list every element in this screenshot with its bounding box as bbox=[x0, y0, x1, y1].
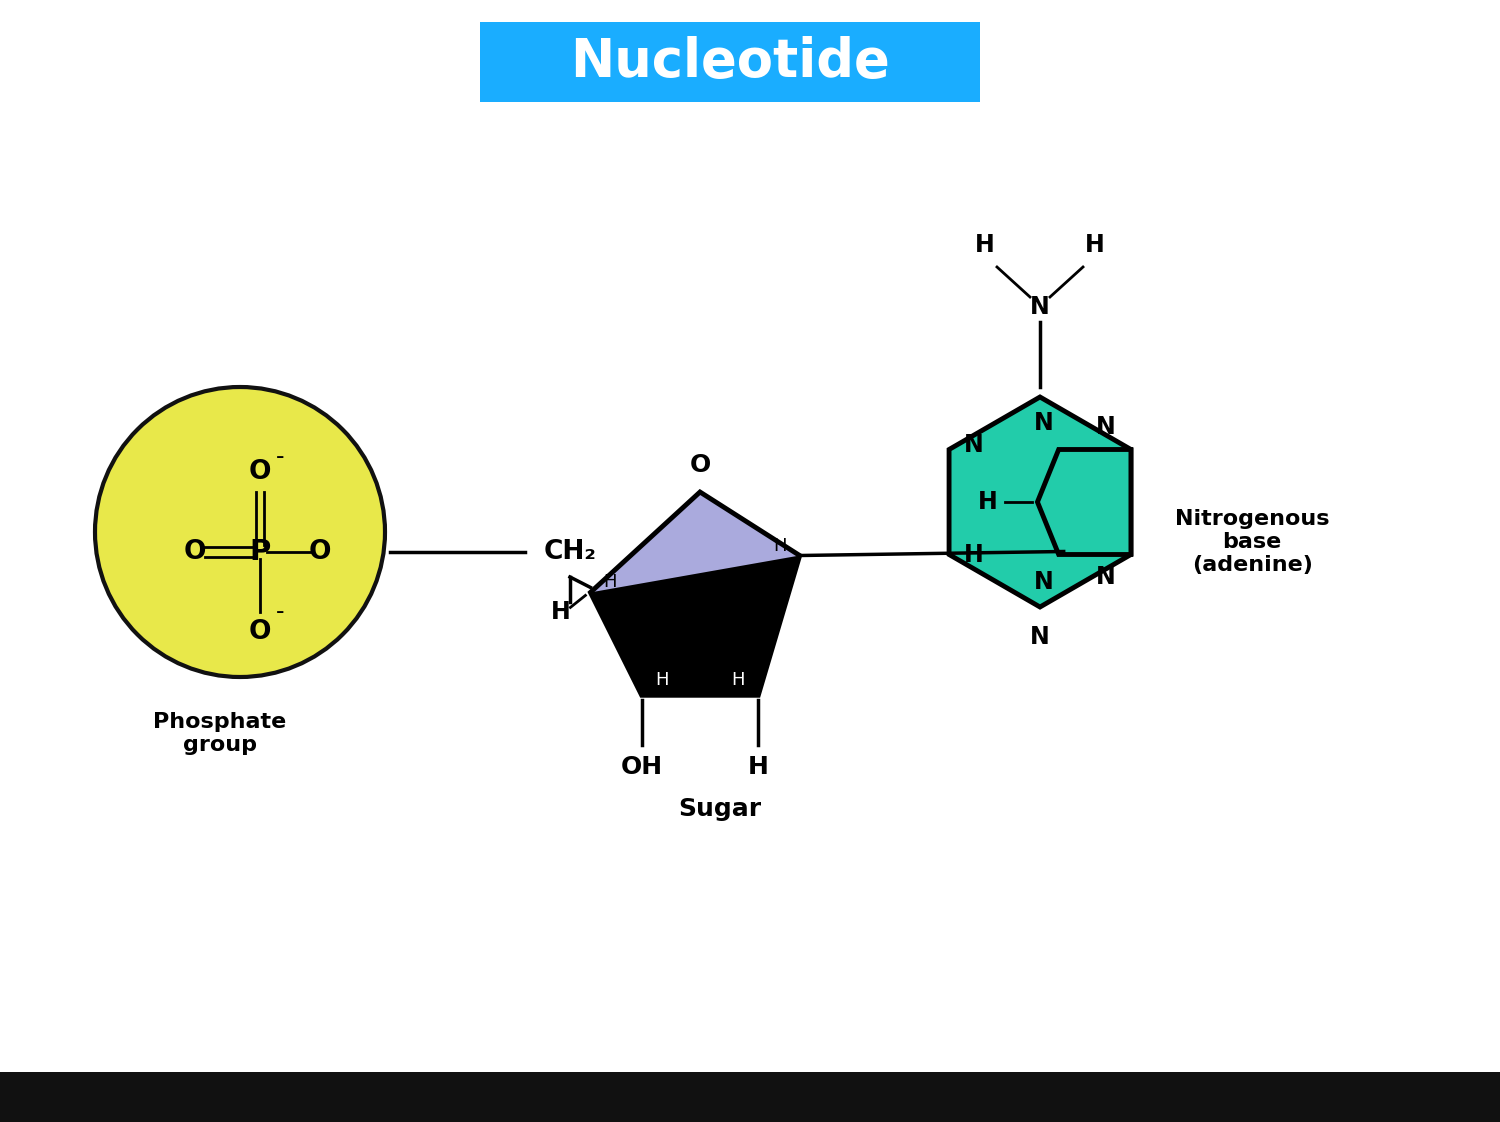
Polygon shape bbox=[591, 555, 800, 696]
Text: H: H bbox=[772, 536, 786, 554]
Text: O: O bbox=[249, 619, 272, 645]
Text: O: O bbox=[309, 539, 332, 565]
Polygon shape bbox=[950, 397, 1131, 607]
Text: H: H bbox=[964, 543, 984, 567]
Circle shape bbox=[94, 387, 386, 677]
Text: H: H bbox=[603, 573, 616, 591]
Text: H: H bbox=[748, 755, 768, 780]
Text: N: N bbox=[1030, 295, 1050, 319]
Text: H: H bbox=[656, 671, 669, 689]
Text: H: H bbox=[550, 600, 570, 625]
Text: OH: OH bbox=[621, 755, 663, 780]
Text: O: O bbox=[249, 459, 272, 485]
Polygon shape bbox=[591, 493, 800, 696]
FancyBboxPatch shape bbox=[480, 22, 980, 102]
Text: H: H bbox=[732, 671, 746, 689]
Text: -: - bbox=[276, 600, 285, 624]
Text: Nucleotide: Nucleotide bbox=[570, 36, 890, 88]
Text: N: N bbox=[1096, 415, 1116, 440]
Text: H: H bbox=[975, 233, 994, 257]
Text: Sugar: Sugar bbox=[678, 797, 762, 821]
Text: H: H bbox=[978, 490, 998, 514]
FancyBboxPatch shape bbox=[0, 1072, 1500, 1122]
Text: N: N bbox=[964, 432, 984, 457]
Text: Nitrogenous
base
(adenine): Nitrogenous base (adenine) bbox=[1174, 508, 1329, 576]
Text: N: N bbox=[1030, 625, 1050, 649]
Polygon shape bbox=[1038, 450, 1131, 554]
Text: N: N bbox=[1034, 570, 1053, 594]
Text: O: O bbox=[690, 453, 711, 477]
Text: P: P bbox=[249, 539, 270, 565]
Text: Phosphate
group: Phosphate group bbox=[153, 712, 286, 755]
Text: N: N bbox=[1034, 411, 1053, 434]
Text: N: N bbox=[1096, 564, 1116, 589]
Text: -: - bbox=[276, 445, 285, 469]
Text: CH₂: CH₂ bbox=[543, 539, 597, 565]
Text: O: O bbox=[183, 539, 206, 565]
Text: H: H bbox=[1084, 233, 1106, 257]
